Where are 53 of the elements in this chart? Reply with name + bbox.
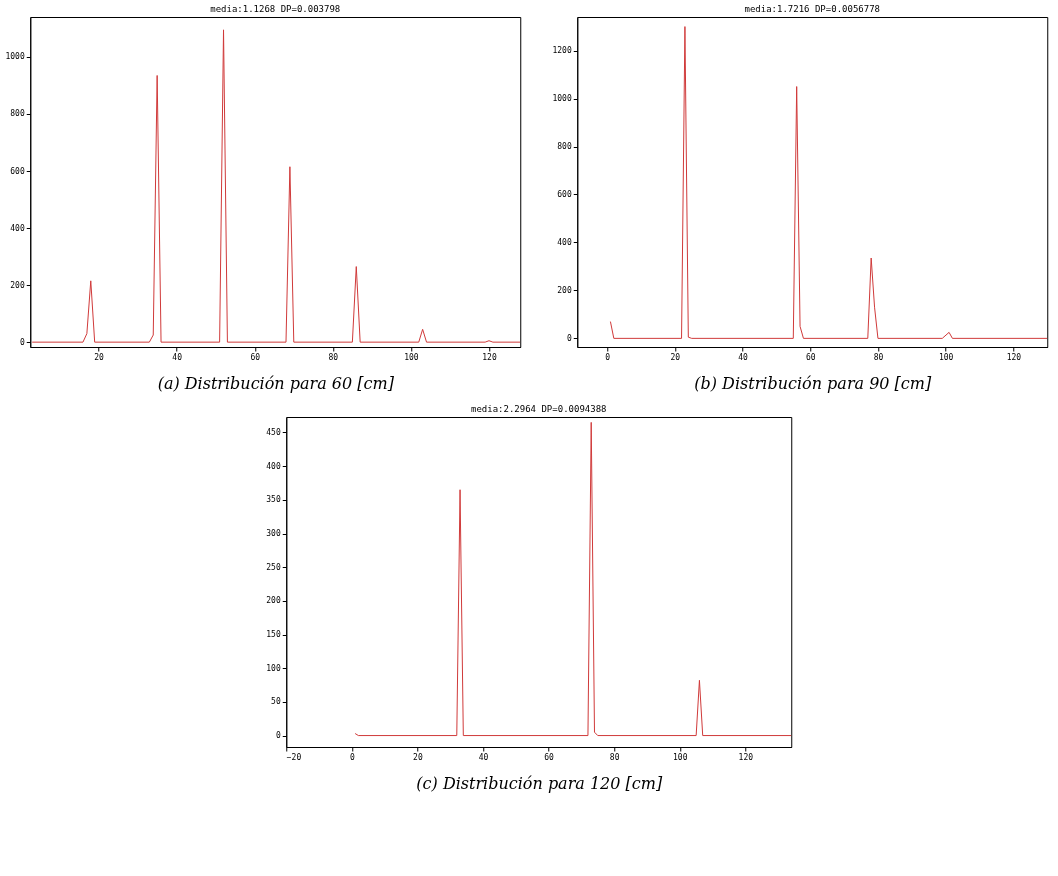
x-tick-label: 20 bbox=[94, 352, 105, 362]
x-tick-label: 20 bbox=[413, 752, 423, 762]
y-tick-label: 250 bbox=[266, 562, 281, 572]
chart-title: media:2.2964 DP=0.0094388 bbox=[471, 404, 607, 414]
y-tick-label: 800 bbox=[557, 142, 572, 152]
y-tick-label: 300 bbox=[266, 529, 281, 539]
x-tick-label: 120 bbox=[482, 352, 497, 362]
x-tick-label: 40 bbox=[172, 352, 183, 362]
x-tick-label: 100 bbox=[938, 352, 954, 362]
x-tick-label: 0 bbox=[349, 752, 355, 762]
chart-title: media:1.1268 DP=0.003798 bbox=[210, 4, 341, 14]
y-tick-label: 600 bbox=[10, 166, 25, 176]
y-tick-label: 350 bbox=[266, 495, 281, 505]
y-tick-label: 0 bbox=[275, 731, 281, 741]
x-tick-label: 100 bbox=[404, 352, 419, 362]
y-tick-label: 200 bbox=[266, 596, 281, 606]
y-tick-label: 1200 bbox=[552, 46, 572, 56]
y-tick-label: 400 bbox=[10, 223, 25, 233]
y-tick-label: 400 bbox=[266, 461, 281, 471]
y-tick-label: 150 bbox=[266, 630, 281, 640]
x-tick-label: −20 bbox=[286, 752, 302, 762]
x-tick-label: 120 bbox=[1006, 352, 1022, 362]
x-tick-label: 20 bbox=[670, 352, 681, 362]
y-tick-label: 450 bbox=[266, 427, 281, 437]
x-tick-label: 80 bbox=[873, 352, 884, 362]
y-tick-label: 200 bbox=[557, 285, 572, 295]
x-tick-label: 40 bbox=[478, 752, 489, 762]
y-tick-label: 600 bbox=[557, 189, 572, 199]
chart-title: media:1.7216 DP=0.0056778 bbox=[744, 4, 880, 14]
y-tick-label: 100 bbox=[266, 663, 281, 673]
x-tick-label: 80 bbox=[609, 752, 620, 762]
line-series bbox=[609, 26, 1048, 339]
y-tick-label: 800 bbox=[10, 109, 25, 119]
x-tick-label: 60 bbox=[805, 352, 816, 362]
x-tick-label: 100 bbox=[673, 752, 688, 762]
text: (c) Distribución para 120 [cm] bbox=[416, 773, 663, 793]
x-tick-label: 60 bbox=[250, 352, 261, 362]
x-tick-label: 0 bbox=[605, 352, 611, 362]
y-tick-label: 0 bbox=[19, 337, 25, 347]
y-tick-label: 200 bbox=[10, 280, 25, 290]
x-tick-label: 40 bbox=[738, 352, 748, 362]
y-tick-label: 50 bbox=[271, 697, 281, 707]
y-tick-label: 0 bbox=[566, 333, 572, 343]
y-tick-label: 1000 bbox=[552, 94, 572, 104]
y-tick-label: 400 bbox=[557, 237, 572, 247]
x-tick-label: 80 bbox=[328, 352, 339, 362]
text: (a) Distribución para 60 [cm] bbox=[157, 373, 395, 393]
x-tick-label: 120 bbox=[738, 752, 754, 762]
line-series bbox=[354, 421, 792, 737]
x-tick-label: 60 bbox=[544, 752, 555, 762]
text: (b) Distribución para 90 [cm] bbox=[694, 373, 932, 393]
y-tick-label: 1000 bbox=[5, 52, 25, 62]
line-series bbox=[31, 29, 521, 343]
